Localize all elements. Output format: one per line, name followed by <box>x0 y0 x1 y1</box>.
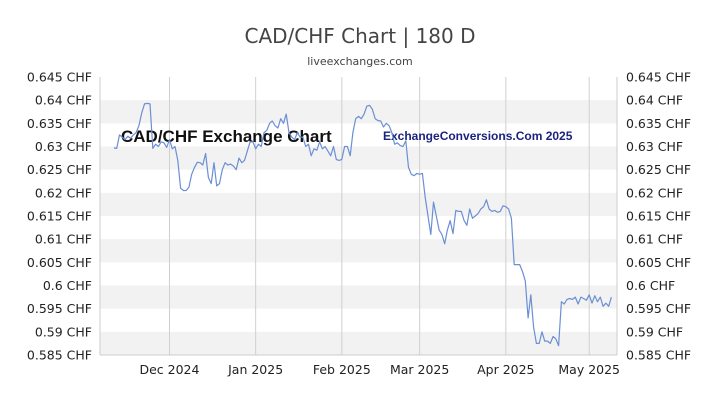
y-tick-label-right: 0.645 CHF <box>626 70 691 85</box>
background-bands <box>100 100 617 355</box>
x-axis: Dec 2024 Jan 2025 Feb 2025 Mar 2025 Apr 2025… <box>139 362 620 377</box>
chart-title: CAD/CHF Chart | 180 D <box>244 24 476 48</box>
y-tick-label-right: 0.61 CHF <box>626 232 683 247</box>
y-tick-label-left: 0.61 CHF <box>35 232 92 247</box>
band <box>100 331 617 355</box>
y-tick-label-right: 0.585 CHF <box>626 348 691 363</box>
y-tick-label-right: 0.62 CHF <box>626 185 683 200</box>
y-tick-label-left: 0.615 CHF <box>27 209 92 224</box>
band <box>100 239 617 263</box>
band <box>100 192 617 216</box>
y-tick-label-right: 0.595 CHF <box>626 301 691 316</box>
band <box>100 100 617 124</box>
y-tick-label-right: 0.63 CHF <box>626 139 683 154</box>
y-tick-label-right: 0.64 CHF <box>626 93 683 108</box>
watermark-left: CAD/CHF Exchange Chart <box>121 127 332 146</box>
y-tick-label-left: 0.605 CHF <box>27 255 92 270</box>
y-tick-label-left: 0.62 CHF <box>35 185 92 200</box>
series-line <box>113 102 612 347</box>
y-tick-label-left: 0.63 CHF <box>35 139 92 154</box>
y-tick-label-left: 0.645 CHF <box>27 70 92 85</box>
series-group <box>113 102 612 347</box>
y-tick-label-left: 0.585 CHF <box>27 348 92 363</box>
x-tick-label: Mar 2025 <box>390 362 449 377</box>
vertical-gridlines <box>168 77 590 355</box>
y-tick-label-left: 0.64 CHF <box>35 93 92 108</box>
x-tick-label: Apr 2025 <box>477 362 534 377</box>
y-tick-label-left: 0.625 CHF <box>27 162 92 177</box>
y-tick-label-right: 0.635 CHF <box>626 116 691 131</box>
x-tick-label: Jan 2025 <box>227 362 283 377</box>
band <box>100 146 617 170</box>
y-tick-label-right: 0.605 CHF <box>626 255 691 270</box>
y-axis-left: 0.645 CHF 0.64 CHF 0.635 CHF 0.63 CHF 0.625 … <box>27 70 92 363</box>
chart-subtitle: liveexchanges.com <box>307 55 413 68</box>
y-axis-right: 0.645 CHF 0.64 CHF 0.635 CHF 0.63 CHF 0.625 … <box>626 70 691 363</box>
y-tick-label-left: 0.635 CHF <box>27 116 92 131</box>
x-tick-label: Feb 2025 <box>313 362 371 377</box>
x-tick-label: Dec 2024 <box>139 362 199 377</box>
y-tick-label-right: 0.6 CHF <box>626 278 675 293</box>
y-tick-label-left: 0.595 CHF <box>27 301 92 316</box>
watermark-right: ExchangeConversions.Com 2025 <box>383 129 573 143</box>
plot-frame <box>99 77 618 356</box>
y-tick-label-left: 0.59 CHF <box>35 324 92 339</box>
y-tick-label-right: 0.59 CHF <box>626 324 683 339</box>
y-tick-label-right: 0.625 CHF <box>626 162 691 177</box>
y-tick-label-left: 0.6 CHF <box>43 278 92 293</box>
x-tick-label: May 2025 <box>558 362 620 377</box>
y-tick-label-right: 0.615 CHF <box>626 209 691 224</box>
band <box>100 285 617 309</box>
